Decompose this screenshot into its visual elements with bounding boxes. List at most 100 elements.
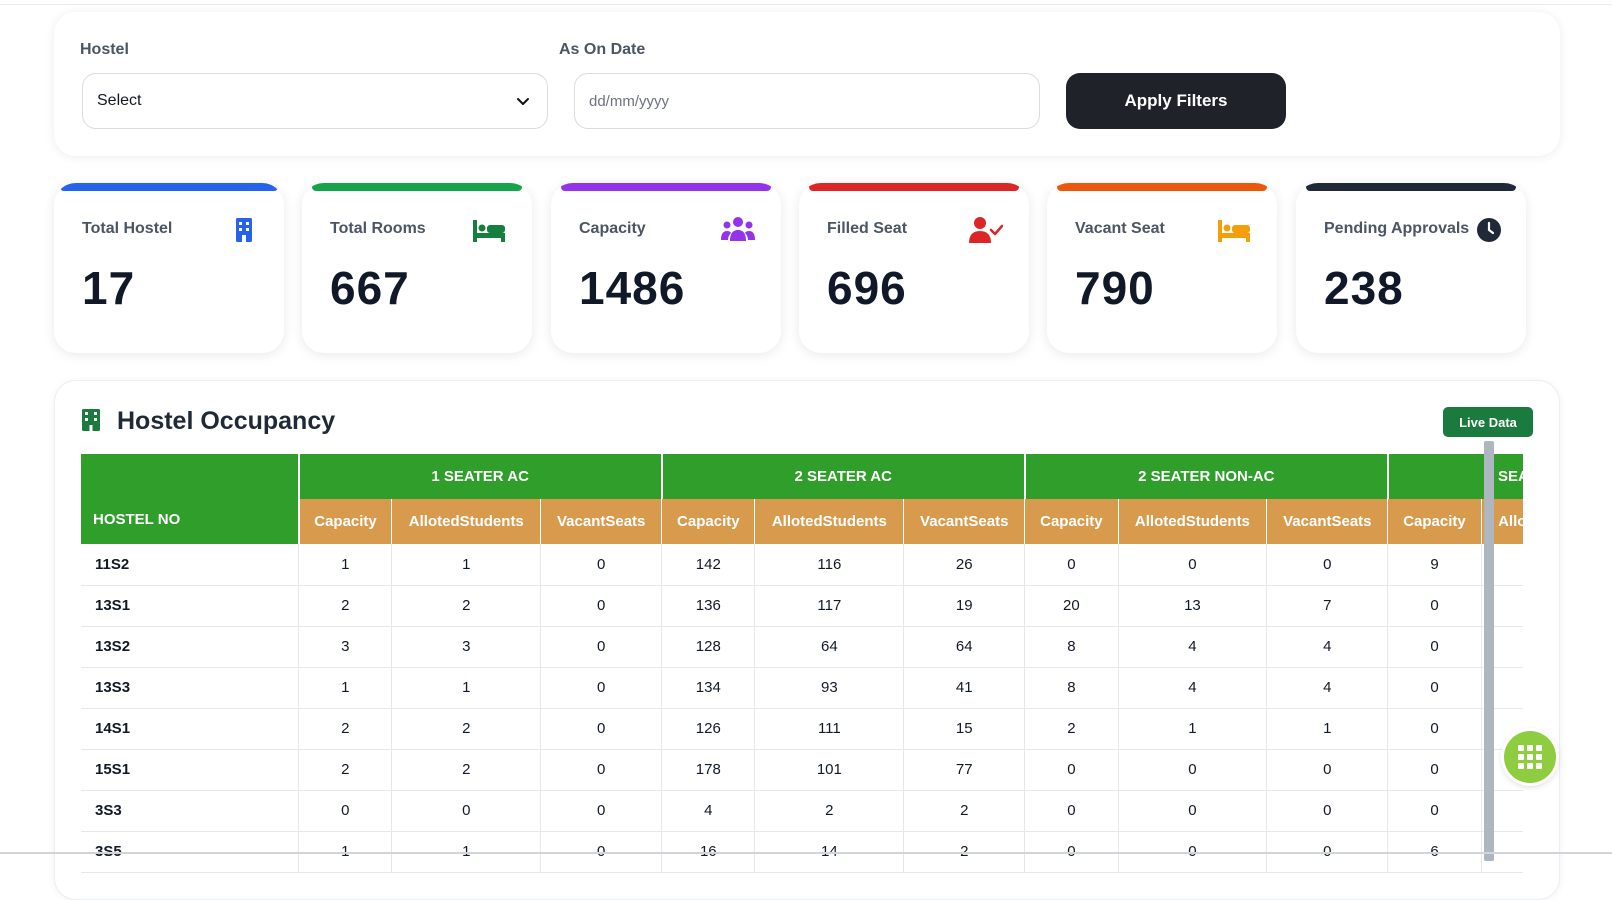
hostel-no-header: HOSTEL NO [81, 454, 300, 544]
column-header: Capacity [1024, 499, 1119, 544]
column-header: VacantSeats [1266, 499, 1389, 544]
stat-card-vacant-seat: Vacant Seat 790 [1047, 183, 1277, 353]
bed-icon [1218, 220, 1250, 242]
bed-icon [473, 220, 505, 242]
table-cell: 0 [1118, 831, 1268, 873]
table-cell: 2 [903, 831, 1026, 873]
table-cell: 77 [903, 749, 1026, 791]
stat-card-total-hostel: Total Hostel 17 [54, 183, 284, 353]
table-cell: 1 [1118, 708, 1268, 750]
table-cell: 0 [1024, 544, 1119, 586]
table-cell: 0 [540, 585, 663, 627]
table-cell: 0 [540, 790, 663, 832]
stat-label: Pending Approvals [1324, 220, 1470, 237]
stat-accent-bar [561, 183, 771, 191]
apply-filters-button[interactable]: Apply Filters [1066, 73, 1286, 129]
hostel-occupancy-card: Hostel Occupancy Live Data HOSTEL NO 1 S… [54, 380, 1560, 900]
apps-fab-button[interactable] [1504, 731, 1556, 783]
table-cell: 2 [391, 749, 542, 791]
stat-label: Vacant Seat [1075, 220, 1165, 237]
hostel-no-cell: 14S1 [81, 708, 300, 750]
group-header-label: 3 SEATER AC [1485, 468, 1523, 485]
table-row: 3S300042200000 [81, 790, 1523, 832]
table-cell: 0 [1266, 544, 1389, 586]
table-row: 13S2330128646484400 [81, 626, 1523, 668]
table-cell: 126 [661, 708, 756, 750]
table-cell: 4 [661, 790, 756, 832]
table-cell: 111 [754, 708, 905, 750]
table-cell: 8 [1024, 667, 1119, 709]
table-cell: 41 [903, 667, 1026, 709]
table-cell: 1 [391, 831, 542, 873]
hostel-select[interactable]: Select [82, 73, 548, 129]
stat-label: Filled Seat [827, 220, 908, 237]
table-cell: 0 [298, 790, 393, 832]
stat-label: Total Rooms [330, 220, 426, 237]
table-cell: 0 [1118, 544, 1268, 586]
stat-accent-bar [1057, 183, 1267, 191]
table-cell: 2 [391, 585, 542, 627]
hostel-select-value: Select [97, 92, 142, 109]
table-cell: 14 [754, 831, 905, 873]
table-cell: 16 [661, 831, 756, 873]
hostel-no-cell: 13S1 [81, 585, 300, 627]
table-cell: 2 [298, 585, 393, 627]
table-cell: 1 [391, 544, 542, 586]
table-cell: 2 [903, 790, 1026, 832]
hostel-filter-label: Hostel [80, 41, 129, 58]
column-header: AllotedStudents [1118, 499, 1268, 544]
table-row: 13S1220136117192013700 [81, 585, 1523, 627]
table-cell: 1 [391, 667, 542, 709]
chevron-down-icon [517, 98, 529, 105]
table-scrollbar-thumb[interactable] [1484, 441, 1494, 861]
table-cell: 0 [1118, 790, 1268, 832]
date-placeholder: dd/mm/yyyy [589, 92, 670, 110]
table-cell: 0 [1387, 585, 1482, 627]
table-cell: 7 [1266, 585, 1389, 627]
table-cell: 117 [754, 585, 905, 627]
table-row: 15S12201781017700000 [81, 749, 1523, 791]
table-cell: 1 [1266, 708, 1389, 750]
filter-panel: Hostel Select As On Date dd/mm/yyyy Appl… [54, 12, 1560, 156]
table-cell: 0 [540, 544, 663, 586]
table-cell: 19 [903, 585, 1026, 627]
table-row: 11S21101421162600099 [81, 544, 1523, 586]
table-cell: 13 [1118, 585, 1268, 627]
bottom-divider [0, 852, 1612, 854]
stat-accent-bar [60, 183, 278, 191]
user-check-icon [969, 217, 1003, 243]
table-cell: 2 [391, 708, 542, 750]
column-header: VacantSeats [903, 499, 1026, 544]
stat-accent-bar [1306, 183, 1516, 191]
table-cell: 0 [1387, 667, 1482, 709]
table-cell: 0 [540, 667, 663, 709]
table-cell: 1 [298, 831, 393, 873]
table-cell: 15 [903, 708, 1026, 750]
stat-card-capacity: Capacity 1486 [551, 183, 781, 353]
table-cell: 178 [661, 749, 756, 791]
group-header: 2 SEATER AC [661, 454, 1026, 499]
occupancy-table: HOSTEL NO 1 SEATER AC 2 SEATER AC 2 SEAT… [81, 454, 1523, 873]
stat-card-filled-seat: Filled Seat 696 [799, 183, 1029, 353]
table-cell: 4 [1118, 667, 1268, 709]
table-cell: 0 [1118, 749, 1268, 791]
table-cell: 4 [1118, 626, 1268, 668]
as-on-date-input[interactable]: dd/mm/yyyy [574, 73, 1040, 129]
table-row: 14S12201261111521100 [81, 708, 1523, 750]
table-cell: 2 [1024, 708, 1119, 750]
table-cell: 0 [540, 749, 663, 791]
live-data-badge: Live Data [1443, 407, 1533, 437]
table-cell: 0 [1266, 790, 1389, 832]
top-divider [0, 0, 1612, 5]
users-icon [721, 217, 755, 241]
table-cell: 0 [1387, 708, 1482, 750]
table-cell: 2 [298, 749, 393, 791]
table-cell: 6 [1387, 831, 1482, 873]
table-cell: 2 [298, 708, 393, 750]
table-cell: 0 [1266, 831, 1389, 873]
occupancy-table-scroll[interactable]: HOSTEL NO 1 SEATER AC 2 SEATER AC 2 SEAT… [81, 454, 1523, 899]
table-cell: 64 [903, 626, 1026, 668]
stat-value: 17 [82, 262, 136, 314]
table-cell: 9 [1387, 544, 1482, 586]
building-icon [82, 409, 100, 431]
